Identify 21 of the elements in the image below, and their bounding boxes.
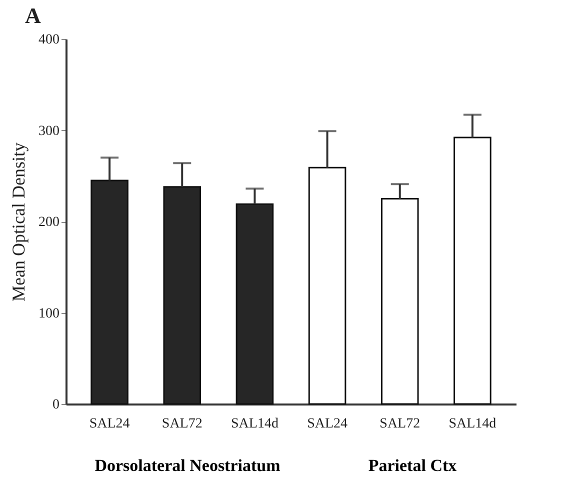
- x-tick-label: SAL72: [162, 416, 202, 432]
- bar: [90, 180, 128, 405]
- text: Parietal Ctx: [367, 456, 458, 476]
- y-tick-label: 100: [38, 306, 60, 322]
- y-tick-label: 400: [38, 32, 60, 48]
- y-axis-title: Mean Optical Density: [8, 142, 28, 302]
- x-tick-label: SAL24: [307, 416, 348, 432]
- x-tick-label: SAL14d: [230, 416, 278, 432]
- bar: [308, 166, 346, 405]
- bar: [454, 136, 492, 405]
- x-tick-label: SAL14d: [448, 416, 496, 432]
- x-tick-label: SAL24: [89, 416, 130, 432]
- y-tick-label: 300: [38, 124, 60, 139]
- y-tick-label: 0: [52, 398, 60, 412]
- text: Dorsolateral Neostriatum: [94, 456, 282, 476]
- chart-title: A: [25, 3, 41, 28]
- bar: [163, 186, 202, 405]
- bar: [380, 198, 419, 405]
- x-tick-label: SAL72: [380, 416, 420, 432]
- bar: [236, 203, 274, 405]
- y-tick-label: 200: [38, 215, 60, 230]
